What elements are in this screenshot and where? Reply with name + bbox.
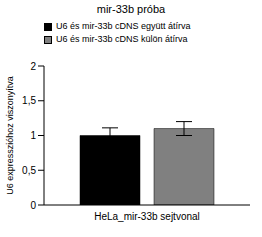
html-text:U6 és mir-33b cDNS külön átírv: U6 és mir-33b cDNS külön átírva bbox=[56, 34, 188, 44]
svg-text:0: 0 bbox=[30, 200, 36, 211]
svg-text:1: 1 bbox=[30, 130, 36, 141]
html-text:mir-33b próba: mir-33b próba bbox=[96, 3, 166, 15]
html-text:U6 és mir-33b cDNS együtt átír: U6 és mir-33b cDNS együtt átírva bbox=[56, 21, 191, 31]
svg-text:1,5: 1,5 bbox=[22, 95, 36, 106]
svg-text:U6 expresszióhoz viszonyítva: U6 expresszióhoz viszonyítva bbox=[8, 76, 15, 195]
svg-text:2: 2 bbox=[30, 61, 36, 72]
svg-text:HeLa_mir-33b sejtvonal: HeLa_mir-33b sejtvonal bbox=[94, 211, 200, 222]
svg-text:0,5: 0,5 bbox=[22, 165, 36, 176]
